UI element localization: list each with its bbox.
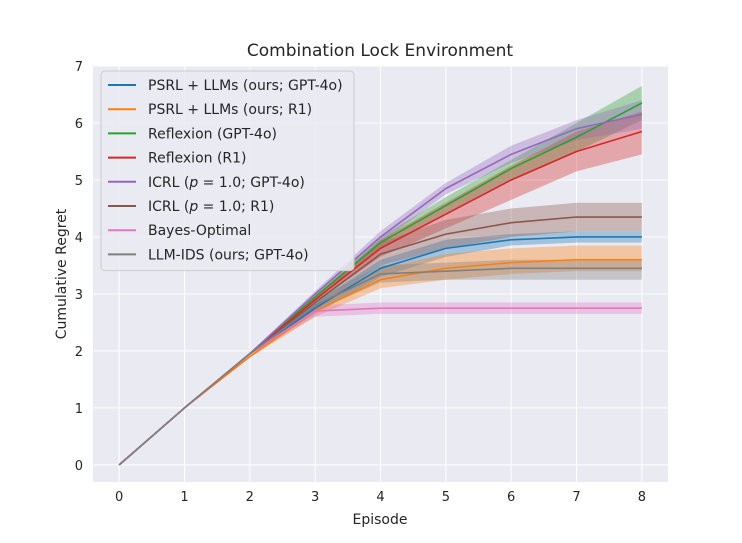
x-tick-label: 1	[180, 490, 188, 505]
y-tick-label: 7	[75, 60, 83, 75]
x-axis-label: Episode	[353, 512, 408, 528]
legend-entry: ICRL (p = 1.0; GPT-4o)	[148, 175, 305, 191]
band-1	[119, 245, 642, 465]
legend: PSRL + LLMs (ours; GPT-4o) PSRL + LLMs (o…	[100, 70, 355, 272]
legend-entry: PSRL + LLMs (ours; R1)	[148, 102, 312, 118]
y-tick-label: 5	[75, 174, 83, 189]
y-tick-label: 6	[75, 117, 83, 132]
band-2	[119, 85, 642, 465]
x-tick-label: 4	[376, 490, 384, 505]
x-tick-labels: 0 1 2 3 4 5 6 7 8	[115, 490, 646, 505]
band-5	[119, 202, 642, 465]
y-axis-label: Cumulative Regret	[54, 208, 70, 339]
x-tick-label: 8	[638, 490, 646, 505]
series-line-7	[118, 267, 642, 466]
x-tick-label: 0	[115, 490, 123, 505]
legend-entry: Reflexion (GPT-4o)	[148, 126, 277, 142]
legend-entry: Reflexion (R1)	[148, 151, 247, 167]
legend-entry: PSRL + LLMs (ours; GPT-4o)	[148, 78, 343, 94]
series-lines	[118, 102, 643, 466]
y-tick-label: 1	[75, 402, 83, 417]
x-tick-label: 5	[442, 490, 450, 505]
legend-entry: Bayes-Optimal	[148, 223, 251, 239]
band-4	[119, 100, 642, 465]
x-tick-label: 6	[507, 490, 515, 505]
x-tick-label: 7	[572, 490, 580, 505]
y-tick-label: 2	[75, 345, 83, 360]
legend-box	[100, 70, 355, 272]
chart-title: Combination Lock Environment	[247, 41, 514, 61]
legend-entry: ICRL (p = 1.0; R1)	[148, 199, 274, 215]
y-tick-label: 3	[75, 288, 83, 303]
y-tick-label: 0	[75, 459, 83, 474]
y-tick-labels: 0 1 2 3 4 5 6 7	[75, 60, 83, 474]
legend-entry: LLM-IDS (ours; GPT-4o)	[148, 247, 309, 263]
x-tick-label: 3	[311, 490, 319, 505]
y-tick-label: 4	[75, 231, 83, 246]
x-tick-label: 2	[246, 490, 254, 505]
